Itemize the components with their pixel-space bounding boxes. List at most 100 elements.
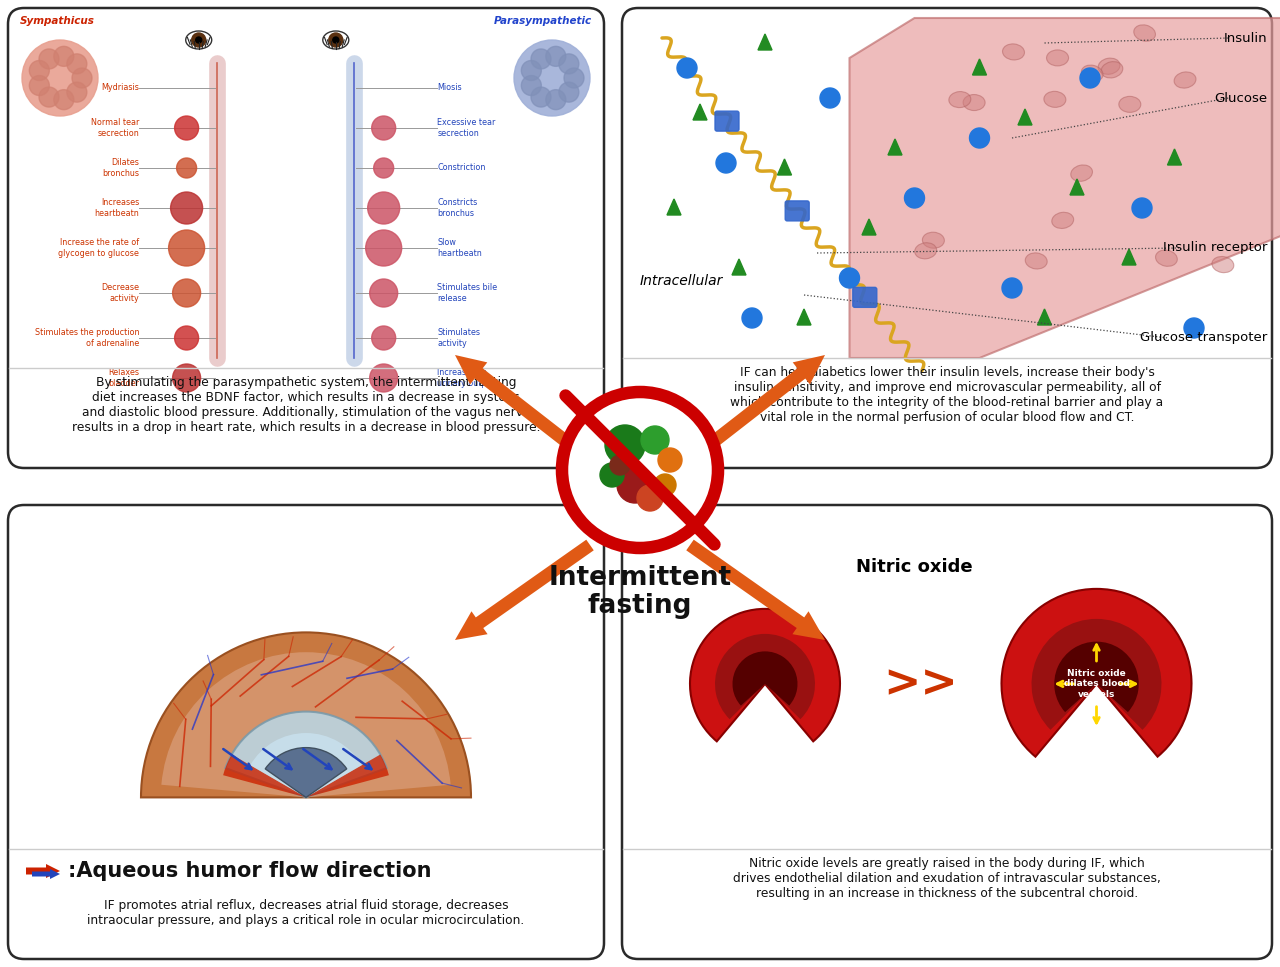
Text: By stimulating the parasympathetic system, the intermittent fasting
diet increas: By stimulating the parasympathetic syste… bbox=[72, 376, 540, 434]
Circle shape bbox=[169, 230, 205, 266]
Circle shape bbox=[820, 88, 840, 108]
Text: Parasympathetic: Parasympathetic bbox=[494, 16, 591, 26]
Wedge shape bbox=[225, 712, 387, 798]
Wedge shape bbox=[306, 754, 389, 798]
Polygon shape bbox=[686, 355, 826, 465]
Circle shape bbox=[1184, 318, 1204, 338]
Circle shape bbox=[173, 364, 201, 392]
Circle shape bbox=[67, 82, 87, 103]
Ellipse shape bbox=[1047, 50, 1069, 66]
Circle shape bbox=[54, 46, 74, 67]
Circle shape bbox=[611, 455, 630, 475]
Circle shape bbox=[370, 279, 398, 307]
Text: Intermittent
fasting: Intermittent fasting bbox=[548, 565, 732, 619]
Text: Stimulates bile
release: Stimulates bile release bbox=[438, 283, 497, 303]
Circle shape bbox=[371, 326, 396, 350]
Circle shape bbox=[22, 40, 99, 116]
Circle shape bbox=[521, 61, 541, 80]
Polygon shape bbox=[26, 864, 60, 878]
Circle shape bbox=[969, 128, 989, 148]
Polygon shape bbox=[692, 104, 707, 120]
Text: :Aqueous humor flow direction: :Aqueous humor flow direction bbox=[68, 861, 431, 881]
Circle shape bbox=[29, 75, 50, 96]
Circle shape bbox=[1002, 278, 1021, 298]
FancyBboxPatch shape bbox=[622, 8, 1272, 468]
Ellipse shape bbox=[186, 31, 211, 49]
Text: IF can help diabetics lower their insulin levels, increase their body's
insulin : IF can help diabetics lower their insuli… bbox=[731, 366, 1164, 424]
Text: Normal tear
secrection: Normal tear secrection bbox=[91, 118, 140, 137]
Circle shape bbox=[1080, 68, 1100, 88]
Polygon shape bbox=[454, 355, 594, 465]
Text: Relaxes
bladder: Relaxes bladder bbox=[108, 368, 140, 388]
Circle shape bbox=[1132, 198, 1152, 218]
Ellipse shape bbox=[1156, 250, 1178, 266]
Ellipse shape bbox=[1025, 253, 1047, 269]
Text: Nitric oxide levels are greatly raised in the body during IF, which
drives endot: Nitric oxide levels are greatly raised i… bbox=[733, 857, 1161, 900]
Polygon shape bbox=[1070, 179, 1084, 195]
Circle shape bbox=[559, 82, 579, 103]
Circle shape bbox=[905, 188, 924, 208]
Polygon shape bbox=[686, 540, 826, 640]
Polygon shape bbox=[797, 309, 812, 325]
Polygon shape bbox=[850, 18, 1280, 358]
Circle shape bbox=[617, 467, 653, 503]
FancyBboxPatch shape bbox=[622, 505, 1272, 959]
Circle shape bbox=[173, 279, 201, 307]
Circle shape bbox=[29, 61, 50, 80]
Circle shape bbox=[515, 40, 590, 116]
FancyBboxPatch shape bbox=[716, 111, 739, 132]
Circle shape bbox=[521, 75, 541, 96]
Wedge shape bbox=[732, 652, 797, 706]
FancyBboxPatch shape bbox=[852, 287, 877, 308]
Text: Decrease
activity: Decrease activity bbox=[101, 283, 140, 303]
Ellipse shape bbox=[915, 243, 937, 259]
Ellipse shape bbox=[1082, 65, 1103, 81]
Circle shape bbox=[559, 54, 579, 73]
Text: Constricts
bronchus: Constricts bronchus bbox=[438, 198, 477, 218]
Circle shape bbox=[67, 54, 87, 73]
Polygon shape bbox=[667, 199, 681, 215]
Ellipse shape bbox=[1052, 213, 1074, 228]
Circle shape bbox=[72, 68, 92, 88]
Ellipse shape bbox=[1212, 256, 1234, 273]
Ellipse shape bbox=[1002, 44, 1024, 60]
Circle shape bbox=[329, 33, 343, 47]
Text: Mydriasis: Mydriasis bbox=[101, 83, 140, 93]
Wedge shape bbox=[1001, 589, 1192, 756]
FancyBboxPatch shape bbox=[8, 505, 604, 959]
Circle shape bbox=[545, 90, 566, 109]
Text: Constriction: Constriction bbox=[438, 163, 485, 172]
Text: Glucose: Glucose bbox=[1213, 92, 1267, 104]
Circle shape bbox=[192, 33, 206, 47]
Text: Nitric oxide
dilates blood
vessels: Nitric oxide dilates blood vessels bbox=[1064, 669, 1129, 699]
Text: Slow
heartbeatn: Slow heartbeatn bbox=[438, 238, 481, 257]
Circle shape bbox=[558, 388, 722, 552]
Circle shape bbox=[677, 58, 698, 78]
Circle shape bbox=[564, 68, 584, 88]
Circle shape bbox=[716, 153, 736, 173]
FancyBboxPatch shape bbox=[8, 8, 604, 468]
Text: Excessive tear
secrection: Excessive tear secrection bbox=[438, 118, 495, 137]
Wedge shape bbox=[1055, 642, 1139, 712]
Polygon shape bbox=[861, 219, 876, 235]
Circle shape bbox=[196, 37, 202, 43]
Circle shape bbox=[38, 87, 59, 107]
Polygon shape bbox=[758, 34, 772, 50]
Ellipse shape bbox=[1119, 97, 1140, 112]
Ellipse shape bbox=[923, 232, 945, 249]
Circle shape bbox=[177, 158, 197, 178]
Circle shape bbox=[367, 192, 399, 224]
Circle shape bbox=[374, 158, 394, 178]
Circle shape bbox=[174, 326, 198, 350]
Text: Sympathicus: Sympathicus bbox=[20, 16, 95, 26]
Circle shape bbox=[545, 46, 566, 67]
Ellipse shape bbox=[963, 95, 986, 110]
Ellipse shape bbox=[1134, 25, 1156, 42]
Text: Increase the
urinary output: Increase the urinary output bbox=[438, 368, 495, 388]
Text: Increases
heartbeatn: Increases heartbeatn bbox=[95, 198, 140, 218]
Ellipse shape bbox=[948, 92, 970, 107]
Circle shape bbox=[333, 37, 339, 43]
Ellipse shape bbox=[323, 31, 348, 49]
Circle shape bbox=[605, 425, 645, 465]
Polygon shape bbox=[777, 159, 791, 175]
